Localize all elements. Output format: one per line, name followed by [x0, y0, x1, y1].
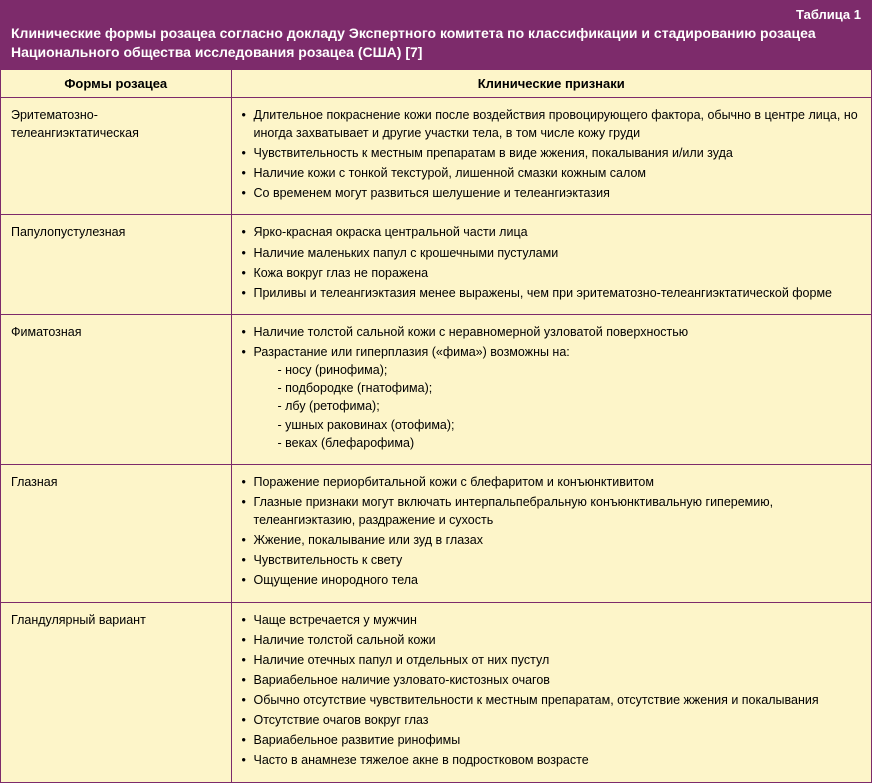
- table-head-row: Формы розацеа Клинические признаки: [1, 70, 871, 98]
- form-cell: Папулопустулезная: [1, 215, 231, 315]
- form-cell: Гландулярный вариант: [1, 602, 231, 782]
- signs-cell: Длительное покраснение кожи после воздей…: [231, 97, 871, 215]
- table-number: Таблица 1: [11, 7, 861, 22]
- sign-item: Приливы и телеангиэктазия менее выражены…: [242, 284, 862, 302]
- sign-subitem: - ушных раковинах (отофима);: [254, 416, 862, 434]
- sign-item: Со временем могут развиться шелушение и …: [242, 184, 862, 202]
- signs-cell: Наличие толстой сальной кожи с неравноме…: [231, 314, 871, 464]
- signs-list: Наличие толстой сальной кожи с неравноме…: [242, 323, 862, 452]
- table-row: Глазная Поражение периорбитальной кожи с …: [1, 464, 871, 602]
- table-header: Таблица 1 Клинические формы розацеа согл…: [1, 1, 871, 70]
- sign-subitem: - веках (блефарофима): [254, 434, 862, 452]
- sign-item: Обычно отсутствие чувствительности к мес…: [242, 691, 862, 709]
- sign-item: Часто в анамнезе тяжелое акне в подростк…: [242, 751, 862, 769]
- signs-list: Ярко-красная окраска центральной части л…: [242, 223, 862, 302]
- sign-item: Наличие толстой сальной кожи: [242, 631, 862, 649]
- sign-item: Ярко-красная окраска центральной части л…: [242, 223, 862, 241]
- sign-item: Вариабельное наличие узловато-кистозных …: [242, 671, 862, 689]
- signs-list: Поражение периорбитальной кожи с блефари…: [242, 473, 862, 590]
- signs-list: Длительное покраснение кожи после воздей…: [242, 106, 862, 203]
- sign-item: Чаще встречается у мужчин: [242, 611, 862, 629]
- clinical-forms-table: Таблица 1 Клинические формы розацеа согл…: [0, 0, 872, 783]
- signs-cell: Ярко-красная окраска центральной части л…: [231, 215, 871, 315]
- sign-subitem: - носу (ринофима);: [254, 361, 862, 379]
- signs-list: Чаще встречается у мужчин Наличие толстой…: [242, 611, 862, 770]
- sign-subitem: - лбу (ретофима);: [254, 397, 862, 415]
- sign-item: Наличие кожи с тонкой текстурой, лишенно…: [242, 164, 862, 182]
- sign-item: Длительное покраснение кожи после воздей…: [242, 106, 862, 142]
- signs-cell: Чаще встречается у мужчин Наличие толстой…: [231, 602, 871, 782]
- sign-subitem: - подбородке (гнатофима);: [254, 379, 862, 397]
- sign-item: Чувствительность к местным препаратам в …: [242, 144, 862, 162]
- table-row: Эритематозно-телеангиэктатическая Длитель…: [1, 97, 871, 215]
- table-row: Гландулярный вариантЧаще встречается у м…: [1, 602, 871, 782]
- form-cell: Эритематозно-телеангиэктатическая: [1, 97, 231, 215]
- column-header-form: Формы розацеа: [1, 70, 231, 98]
- sign-item: Отсутствие очагов вокруг глаз: [242, 711, 862, 729]
- data-table: Формы розацеа Клинические признаки Эрите…: [1, 70, 871, 782]
- sign-item: Жжение, покалывание или зуд в глазах: [242, 531, 862, 549]
- sign-item: Поражение периорбитальной кожи с блефари…: [242, 473, 862, 491]
- sign-item: Разрастание или гиперплазия («фима») воз…: [242, 343, 862, 452]
- sign-item: Вариабельное развитие ринофимы: [242, 731, 862, 749]
- column-header-signs: Клинические признаки: [231, 70, 871, 98]
- sign-item: Ощущение инородного тела: [242, 571, 862, 589]
- sign-item: Наличие отечных папул и отдельных от них…: [242, 651, 862, 669]
- sign-item: Глазные признаки могут включать интерпал…: [242, 493, 862, 529]
- sign-item: Кожа вокруг глаз не поражена: [242, 264, 862, 282]
- form-cell: Глазная: [1, 464, 231, 602]
- sign-item: Наличие маленьких папул с крошечными пус…: [242, 244, 862, 262]
- table-row: Папулопустулезная Ярко-красная окраска це…: [1, 215, 871, 315]
- table-title: Клинические формы розацеа согласно докла…: [11, 24, 861, 62]
- sign-item: Наличие толстой сальной кожи с неравноме…: [242, 323, 862, 341]
- table-row: Фиматозная Наличие толстой сальной кожи с…: [1, 314, 871, 464]
- form-cell: Фиматозная: [1, 314, 231, 464]
- sign-item: Чувствительность к свету: [242, 551, 862, 569]
- signs-cell: Поражение периорбитальной кожи с блефари…: [231, 464, 871, 602]
